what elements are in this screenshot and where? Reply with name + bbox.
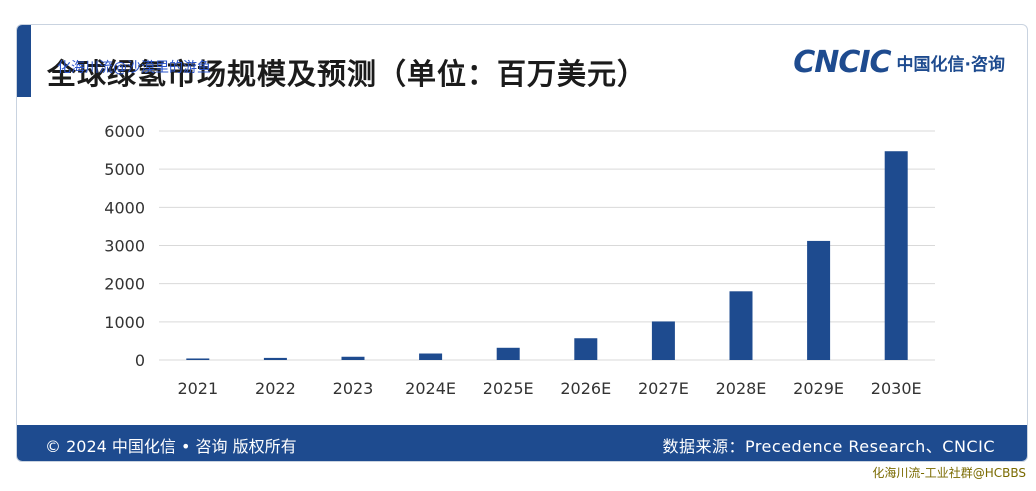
x-tick-label: 2027E: [638, 379, 689, 398]
bar-2021: [186, 358, 210, 360]
bar-2024E: [419, 353, 443, 360]
x-tick-label: 2024E: [405, 379, 456, 398]
x-tick-label: 2023: [333, 379, 374, 398]
bar-2027E: [651, 321, 675, 360]
footer-copyright: © 2024 中国化信 • 咨询 版权所有: [45, 437, 297, 456]
top-watermark: 化海川流@沙漠里的游鱼: [57, 60, 211, 76]
bar-2022: [263, 357, 287, 360]
x-tick-label: 2022: [255, 379, 296, 398]
x-tick-label: 2026E: [560, 379, 611, 398]
y-tick-label: 6000: [104, 122, 145, 141]
y-tick-label: 4000: [104, 198, 145, 217]
bar-2029E: [807, 240, 831, 360]
chart-title: 全球绿氢市场规模及预测（单位：百万美元）: [47, 57, 648, 91]
bar-2028E: [729, 291, 753, 360]
footer-bar: © 2024 中国化信 • 咨询 版权所有 数据来源：Precedence Re…: [17, 425, 1027, 461]
x-tick-label: 2028E: [716, 379, 767, 398]
y-tick-label: 1000: [104, 313, 145, 332]
bar-2023: [341, 356, 365, 360]
bar-chart: 0 1000 2000 3000 4000 5000 6000 2021 2022 2023 202…: [104, 122, 935, 398]
x-tick-label: 2025E: [483, 379, 534, 398]
y-tick-label: 0: [135, 351, 145, 370]
x-tick-label: 2021: [177, 379, 218, 398]
bar-2025E: [496, 347, 520, 360]
bottom-watermark: 化海川流-工业社群@HCBBS: [872, 466, 1026, 480]
x-tick-label: 2029E: [793, 379, 844, 398]
logo-mark: CNCIC: [793, 45, 891, 80]
title-accent-bar: [17, 25, 31, 97]
y-tick-label: 5000: [104, 160, 145, 179]
bar-2030E: [884, 151, 908, 360]
footer-source: 数据来源：Precedence Research、CNCIC: [662, 437, 995, 456]
x-tick-label: 2030E: [871, 379, 922, 398]
y-tick-label: 3000: [104, 237, 145, 256]
bar-2026E: [574, 338, 598, 360]
chart-card: 全球绿氢市场规模及预测（单位：百万美元） 化海川流@沙漠里的游鱼 CNCIC 中…: [16, 24, 1028, 462]
y-tick-label: 2000: [104, 275, 145, 294]
logo-text: 中国化信·咨询: [896, 55, 1005, 75]
company-logo: CNCIC 中国化信·咨询: [793, 45, 1005, 80]
